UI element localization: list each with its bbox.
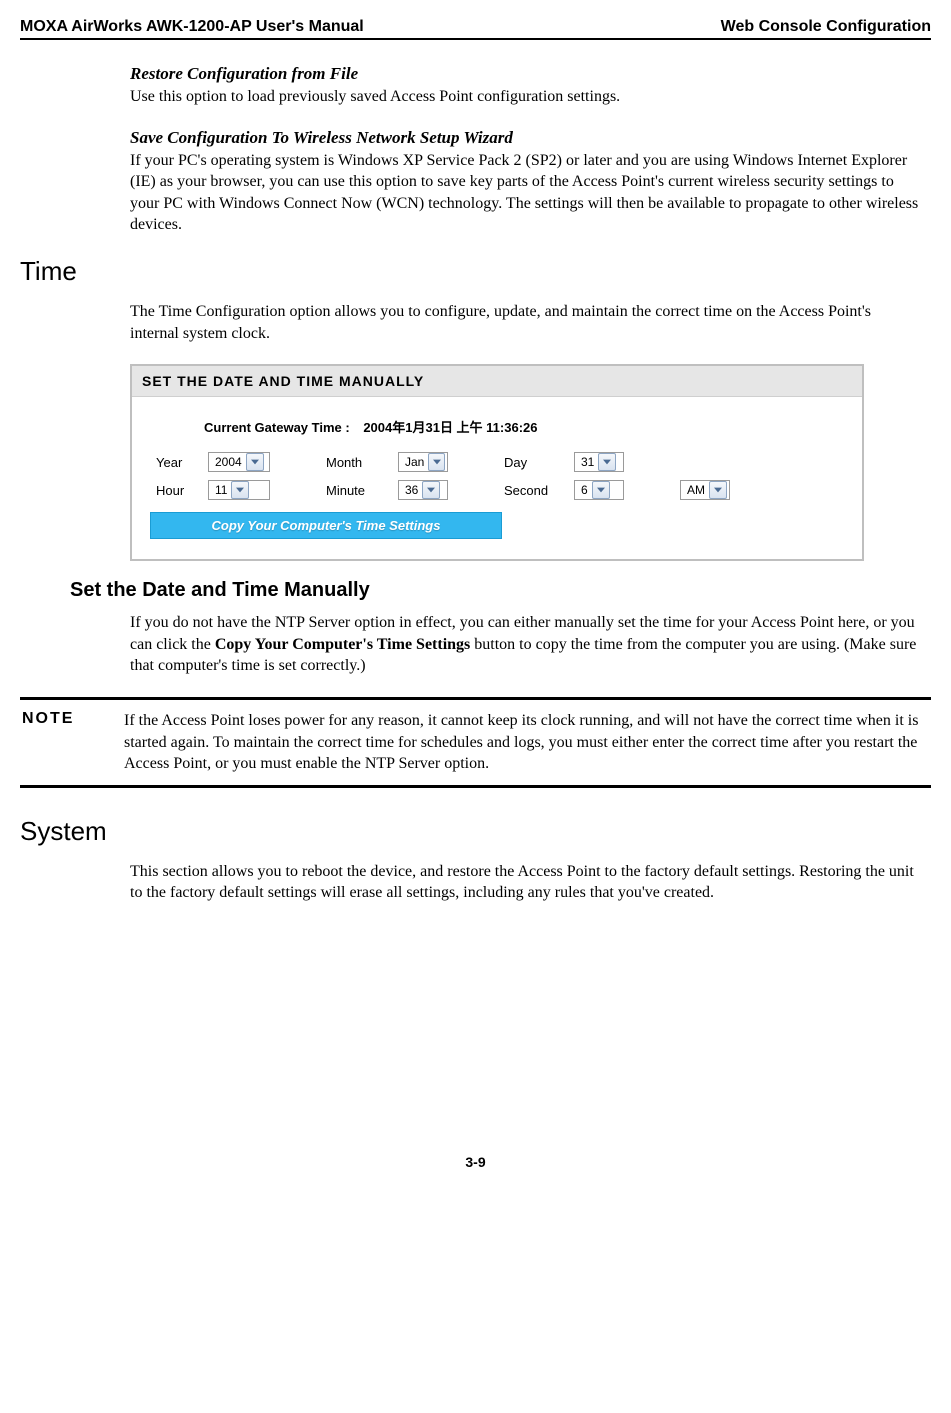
- second-label: Second: [504, 483, 574, 498]
- month-select[interactable]: Jan: [398, 452, 448, 472]
- header-right: Web Console Configuration: [721, 18, 931, 36]
- minute-select[interactable]: 36: [398, 480, 448, 500]
- chevron-down-icon: [598, 453, 616, 471]
- savewizard-title: Save Configuration To Wireless Network S…: [130, 128, 921, 148]
- day-label: Day: [504, 455, 574, 470]
- year-value: 2004: [215, 455, 242, 469]
- header-row: MOXA AirWorks AWK-1200-AP User's Manual …: [20, 18, 931, 40]
- ampm-value: AM: [687, 483, 705, 497]
- day-value: 31: [581, 455, 594, 469]
- restore-text: Use this option to load previously saved…: [130, 86, 921, 108]
- set-date-time-text: If you do not have the NTP Server option…: [130, 612, 921, 677]
- note-block: NOTE If the Access Point loses power for…: [20, 697, 931, 788]
- time-heading: Time: [20, 256, 931, 287]
- system-text: This section allows you to reboot the de…: [130, 861, 921, 904]
- minute-value: 36: [405, 483, 418, 497]
- day-select[interactable]: 31: [574, 452, 624, 472]
- copy-time-button[interactable]: Copy Your Computer's Time Settings: [150, 512, 502, 539]
- year-select[interactable]: 2004: [208, 452, 270, 472]
- time-panel-screenshot: SET THE DATE AND TIME MANUALLY Current G…: [130, 364, 931, 561]
- note-label: NOTE: [20, 710, 124, 728]
- header-left: MOXA AirWorks AWK-1200-AP User's Manual: [20, 18, 364, 36]
- second-select[interactable]: 6: [574, 480, 624, 500]
- second-value: 6: [581, 483, 588, 497]
- ampm-select[interactable]: AM: [680, 480, 730, 500]
- minute-label: Minute: [326, 483, 398, 498]
- month-label: Month: [326, 455, 398, 470]
- page-number: 3-9: [20, 1154, 931, 1190]
- chevron-down-icon: [246, 453, 264, 471]
- chevron-down-icon: [231, 481, 249, 499]
- savewizard-text: If your PC's operating system is Windows…: [130, 150, 921, 236]
- note-text: If the Access Point loses power for any …: [124, 710, 927, 775]
- month-value: Jan: [405, 455, 424, 469]
- hour-label: Hour: [156, 483, 208, 498]
- chevron-down-icon: [422, 481, 440, 499]
- set-date-time-bold: Copy Your Computer's Time Settings: [215, 636, 470, 653]
- set-date-time-heading: Set the Date and Time Manually: [70, 579, 931, 602]
- date-row: Year 2004 Month Jan Day 31: [156, 452, 838, 472]
- hour-value: 11: [215, 483, 227, 497]
- restore-title: Restore Configuration from File: [130, 64, 921, 84]
- chevron-down-icon: [592, 481, 610, 499]
- system-heading: System: [20, 816, 931, 847]
- chevron-down-icon: [428, 453, 445, 471]
- year-label: Year: [156, 455, 208, 470]
- panel-title: SET THE DATE AND TIME MANUALLY: [132, 366, 862, 397]
- current-time-label: Current Gateway Time :: [204, 420, 350, 435]
- time-row: Hour 11 Minute 36 Second 6: [156, 480, 838, 500]
- hour-select[interactable]: 11: [208, 480, 270, 500]
- chevron-down-icon: [709, 481, 727, 499]
- current-time-value: 2004年1月31日 上午 11:36:26: [363, 417, 537, 436]
- time-intro: The Time Configuration option allows you…: [130, 301, 921, 344]
